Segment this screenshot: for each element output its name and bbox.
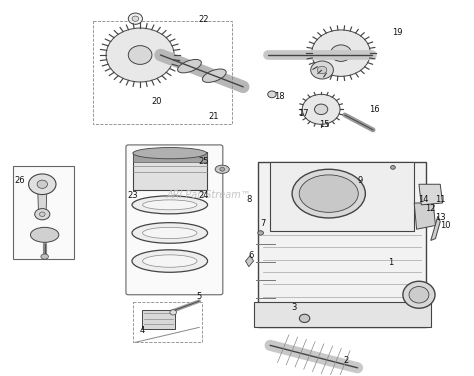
Ellipse shape [178,59,201,73]
Bar [12,165,74,259]
Ellipse shape [311,61,333,79]
Text: 20: 20 [151,97,162,106]
Polygon shape [431,216,440,240]
Text: 1: 1 [388,258,393,267]
Ellipse shape [133,147,207,159]
Bar [93,21,232,124]
Ellipse shape [268,91,276,98]
Text: 26: 26 [14,176,25,185]
Text: 10: 10 [440,221,450,230]
Ellipse shape [35,209,50,220]
Bar [258,162,426,327]
Ellipse shape [106,28,174,82]
Bar [133,302,201,341]
Ellipse shape [132,196,208,214]
Text: 14: 14 [419,195,429,204]
Ellipse shape [170,310,176,315]
Text: 8: 8 [246,195,252,204]
Ellipse shape [132,250,208,272]
Ellipse shape [302,94,340,124]
Ellipse shape [292,169,365,218]
Ellipse shape [143,200,197,210]
Text: 19: 19 [392,28,403,37]
Ellipse shape [391,165,395,169]
Text: 2: 2 [343,356,348,365]
Ellipse shape [41,254,48,259]
Text: 4: 4 [140,326,145,335]
Ellipse shape [128,45,152,64]
Ellipse shape [28,174,56,194]
Text: 5: 5 [197,292,202,301]
Text: 22: 22 [199,15,209,24]
Text: 17: 17 [298,109,309,118]
Ellipse shape [39,212,45,217]
Ellipse shape [143,227,197,239]
Ellipse shape [128,13,143,24]
Ellipse shape [132,16,139,21]
Ellipse shape [299,175,358,212]
Ellipse shape [330,45,351,61]
Text: 13: 13 [435,214,446,223]
Text: ARI PartStream™: ARI PartStream™ [166,191,251,200]
Ellipse shape [312,30,370,76]
Text: 16: 16 [369,105,379,114]
Ellipse shape [300,314,310,323]
Ellipse shape [202,69,226,82]
Bar [143,310,174,329]
Text: 15: 15 [319,120,330,129]
Ellipse shape [258,231,264,235]
Ellipse shape [30,227,59,242]
Bar [133,152,207,190]
Bar [254,302,431,327]
Ellipse shape [315,104,328,115]
Ellipse shape [403,281,435,308]
Ellipse shape [143,255,197,267]
Text: 21: 21 [208,112,219,121]
Ellipse shape [215,165,229,173]
Text: 18: 18 [274,92,285,101]
Ellipse shape [220,167,225,171]
Text: 11: 11 [435,195,446,204]
Text: 24: 24 [199,191,209,200]
Text: 6: 6 [248,251,254,260]
FancyBboxPatch shape [126,145,223,295]
Text: 9: 9 [357,176,363,185]
Text: 23: 23 [128,191,138,200]
Ellipse shape [37,180,47,188]
Text: 25: 25 [199,157,209,166]
Ellipse shape [132,223,208,243]
Ellipse shape [409,287,429,303]
Text: 7: 7 [260,219,266,228]
Polygon shape [37,184,47,214]
Bar [133,152,207,162]
Ellipse shape [318,66,327,74]
Text: 3: 3 [291,303,296,312]
Bar [270,162,414,231]
Polygon shape [419,184,443,205]
Text: 12: 12 [426,204,436,213]
Polygon shape [414,203,436,229]
Polygon shape [246,255,254,267]
